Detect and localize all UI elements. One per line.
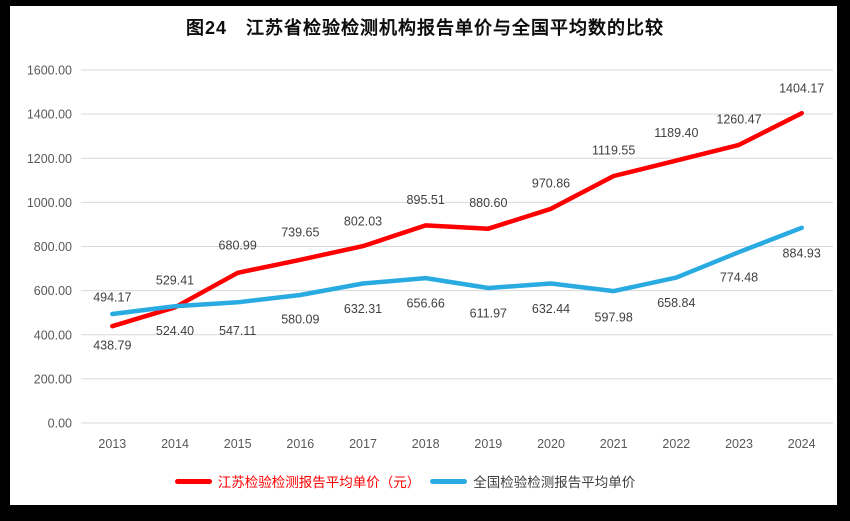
data-label: 438.79 bbox=[93, 339, 131, 353]
y-axis-tick-label: 0.00 bbox=[48, 417, 72, 431]
data-label: 1119.55 bbox=[592, 143, 635, 157]
data-label: 658.84 bbox=[657, 296, 695, 310]
data-label: 880.60 bbox=[469, 196, 507, 210]
national-line-swatch-icon bbox=[430, 478, 468, 484]
x-axis-tick-label: 2013 bbox=[98, 437, 126, 451]
chart-title: 图24 江苏省检验检测机构报告单价与全国平均数的比较 bbox=[185, 18, 665, 38]
chart-background-panel bbox=[10, 6, 837, 505]
series-line-national bbox=[110, 225, 804, 317]
data-label: 597.98 bbox=[595, 311, 633, 325]
data-label: 1404.17 bbox=[779, 82, 824, 96]
data-label: 656.66 bbox=[407, 297, 445, 311]
data-label: 1189.40 bbox=[654, 126, 698, 140]
y-axis-tick-label: 1000.00 bbox=[27, 196, 72, 210]
x-axis-tick-label: 2024 bbox=[788, 437, 816, 451]
data-label: 884.93 bbox=[783, 246, 821, 260]
y-axis-tick-label: 400.00 bbox=[34, 328, 72, 342]
x-axis-tick-label: 2021 bbox=[600, 437, 628, 451]
legend-label-national: 全国检验检测报告平均单价 bbox=[473, 475, 636, 490]
legend-item-jiangsu: 江苏检验检测报告平均单价（元） bbox=[174, 471, 421, 491]
x-axis-tick-label: 2017 bbox=[349, 437, 377, 451]
data-label: 802.03 bbox=[344, 215, 382, 229]
data-label: 895.51 bbox=[407, 193, 445, 207]
data-label: 611.97 bbox=[470, 306, 507, 320]
data-label: 547.11 bbox=[219, 324, 256, 338]
y-axis-tick-label: 1600.00 bbox=[27, 64, 72, 78]
data-label: 774.48 bbox=[720, 271, 758, 285]
x-axis-tick-label: 2015 bbox=[224, 437, 252, 451]
y-axis-tick-label: 1200.00 bbox=[27, 152, 72, 166]
x-axis-tick-label: 2022 bbox=[662, 437, 690, 451]
x-axis-tick-label: 2014 bbox=[161, 437, 189, 451]
legend-item-national: 全国检验检测报告平均单价 bbox=[430, 471, 635, 491]
x-axis-tick-label: 2016 bbox=[286, 437, 314, 451]
x-axis-tick-label: 2020 bbox=[537, 437, 565, 451]
jiangsu-line-swatch-icon bbox=[174, 478, 212, 484]
data-label: 970.86 bbox=[532, 176, 570, 190]
data-label: 1260.47 bbox=[716, 112, 761, 126]
x-axis-tick-label: 2018 bbox=[412, 437, 440, 451]
x-axis-tick-label: 2023 bbox=[725, 437, 753, 451]
x-axis-tick-label: 2019 bbox=[474, 437, 502, 451]
data-label: 632.31 bbox=[344, 302, 382, 316]
y-axis-tick-label: 200.00 bbox=[34, 372, 72, 386]
legend-label-jiangsu: 江苏检验检测报告平均单价（元） bbox=[217, 475, 421, 490]
data-label: 580.09 bbox=[281, 313, 319, 327]
chart-legend: 江苏检验检测报告平均单价（元） 全国检验检测报告平均单价 bbox=[0, 471, 810, 491]
y-axis-tick-label: 800.00 bbox=[34, 240, 72, 254]
data-label: 529.41 bbox=[156, 274, 194, 288]
y-axis-tick-label: 1400.00 bbox=[27, 108, 72, 122]
data-label: 494.17 bbox=[93, 290, 131, 304]
data-label: 739.65 bbox=[281, 225, 319, 239]
series-line-jiangsu bbox=[110, 110, 804, 329]
data-label: 632.44 bbox=[532, 302, 570, 316]
data-label: 680.99 bbox=[219, 238, 257, 252]
data-label: 524.40 bbox=[156, 324, 194, 338]
y-axis-tick-label: 600.00 bbox=[34, 284, 72, 298]
